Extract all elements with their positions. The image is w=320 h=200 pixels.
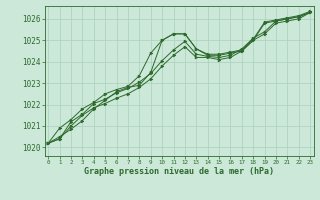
X-axis label: Graphe pression niveau de la mer (hPa): Graphe pression niveau de la mer (hPa) (84, 167, 274, 176)
